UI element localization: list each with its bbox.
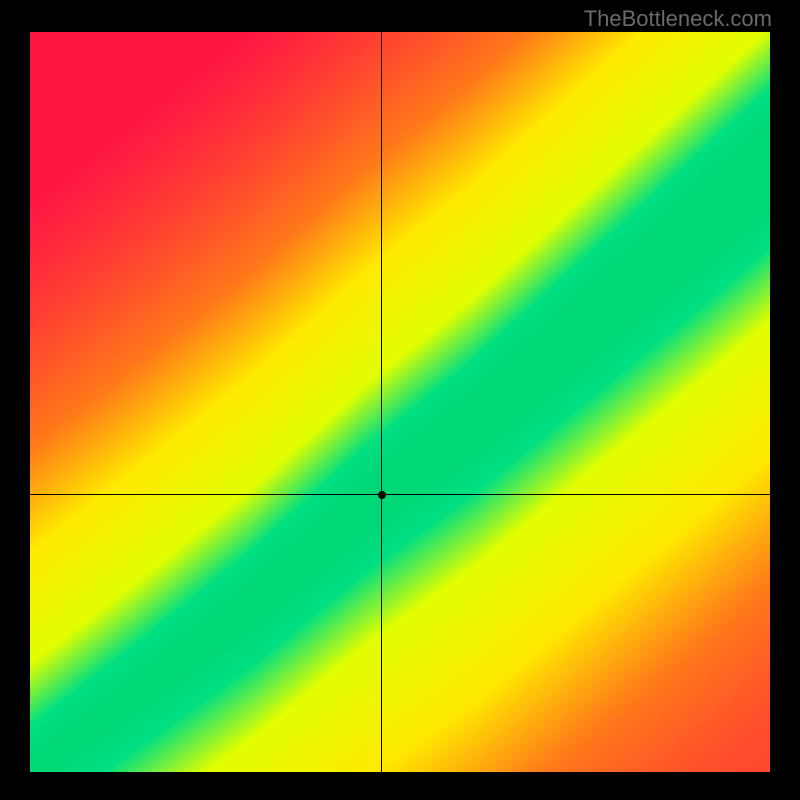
crosshair-marker[interactable] (378, 491, 386, 499)
heatmap-canvas (30, 32, 770, 772)
crosshair-horizontal (30, 494, 770, 495)
watermark-text: TheBottleneck.com (584, 6, 772, 32)
heatmap-plot (30, 32, 770, 772)
crosshair-vertical (381, 32, 382, 772)
